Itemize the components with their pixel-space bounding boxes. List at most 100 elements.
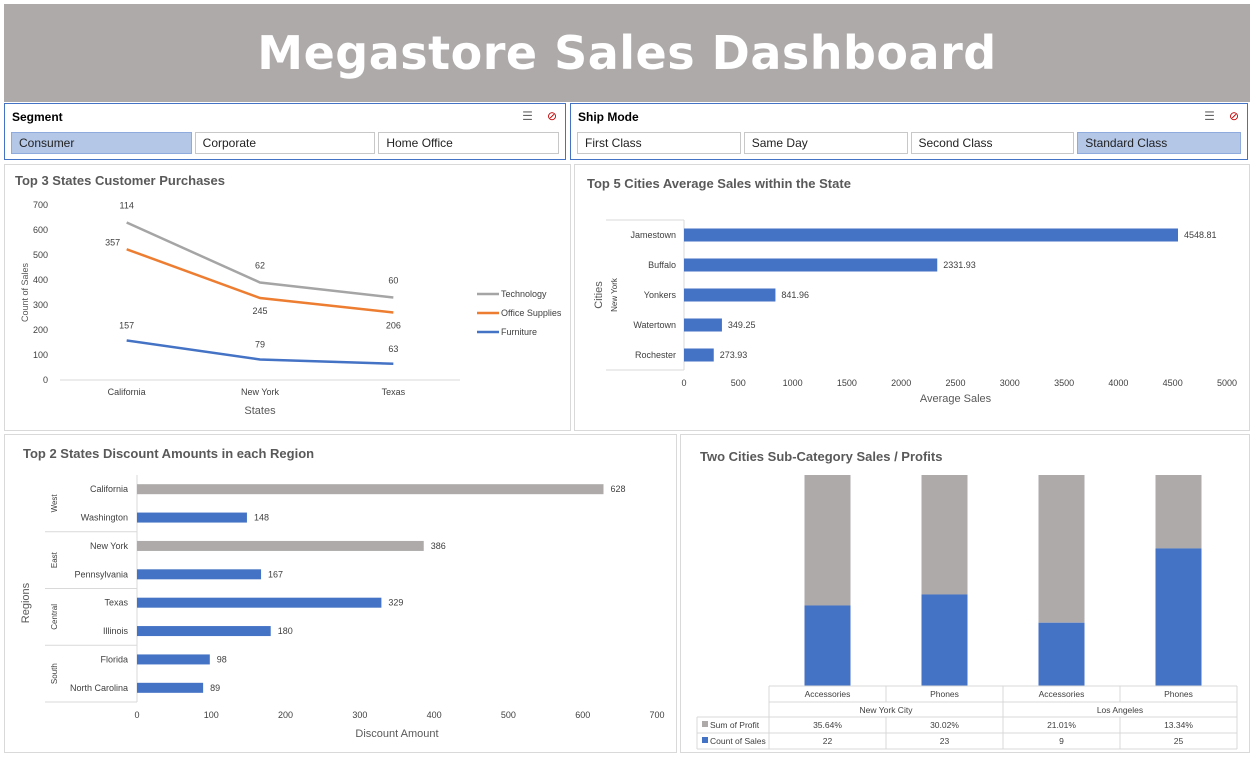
cities-average-sales-panel: Top 5 Cities Average Sales within the St… (574, 164, 1250, 431)
discount-amounts-panel: Top 2 States Discount Amounts in each Re… (4, 434, 677, 753)
region-label-east: East (50, 551, 59, 568)
y-tick-label-watertown: Watertown (633, 320, 676, 330)
y-tick-label-new-york: New York (90, 541, 129, 551)
x-tick-label: 1000 (783, 378, 803, 388)
data-label-office-supplies-2: 206 (386, 321, 401, 331)
customer-purchases-chart: 0 100 200 300 400 500 600 700 California New York… (20, 200, 562, 417)
data-label-watertown: 349.25 (728, 320, 756, 330)
bar-texas (137, 597, 382, 608)
y-tick-label: 0 (43, 375, 48, 385)
data-label-florida: 98 (217, 654, 227, 664)
ship-second-class-button[interactable]: Second Class (910, 132, 1075, 154)
group-label-new-york: New York (610, 277, 619, 312)
data-label-furniture-1: 79 (255, 340, 265, 350)
x-tick-label-phones-3: Phones (1164, 689, 1193, 699)
city-label-new-york-city: New York City (860, 705, 914, 715)
data-label-rochester: 273.93 (720, 350, 748, 360)
column-profit-phones-3 (1155, 475, 1202, 549)
series-line-office-supplies (126, 248, 394, 314)
bar-north-carolina (137, 682, 204, 693)
y-tick-label: 200 (33, 325, 48, 335)
series-line-technology (126, 221, 394, 299)
y-axis-title: Count of Sales (20, 262, 30, 322)
segment-consumer-button[interactable]: Consumer (11, 132, 192, 154)
profit-value-0: 35.64% (813, 720, 842, 730)
bar-new-york (137, 540, 424, 551)
sales-value-0: 22 (823, 736, 833, 746)
x-tick-label: 500 (501, 710, 516, 720)
x-axis-title: Discount Amount (355, 728, 438, 740)
sales-value-3: 25 (1174, 736, 1184, 746)
ship-same-day-button[interactable]: Same Day (743, 132, 908, 154)
region-label-south: South (50, 663, 59, 684)
y-tick-label-jamestown: Jamestown (630, 230, 676, 240)
bar-california (137, 484, 604, 495)
data-label-north-carolina: 89 (210, 683, 220, 693)
multi-select-icon[interactable]: ☰ (1204, 109, 1215, 123)
x-tick-label: 3500 (1054, 378, 1074, 388)
data-label-office-supplies-0: 357 (105, 237, 120, 247)
y-axis-title: Cities (593, 281, 605, 309)
ship-mode-slicer-title: Ship Mode (578, 110, 639, 124)
segment-corporate-button[interactable]: Corporate (194, 132, 376, 154)
ship-standard-class-button[interactable]: Standard Class (1077, 132, 1241, 154)
x-tick-label: 2500 (945, 378, 965, 388)
legend-label-sales: Count of Sales (710, 736, 766, 746)
clear-filter-icon[interactable]: ⊘ (1228, 109, 1239, 123)
data-label-technology-0: 114 (119, 201, 133, 211)
y-tick-label-texas: Texas (104, 598, 128, 608)
x-tick-label: 600 (575, 710, 590, 720)
customer-purchases-panel: Top 3 States Customer Purchases 0 100 200 3… (4, 164, 571, 431)
profit-value-1: 30.02% (930, 720, 959, 730)
data-label-yonkers: 841.96 (781, 290, 809, 300)
bar-rochester (684, 348, 714, 362)
multi-select-icon[interactable]: ☰ (522, 109, 533, 123)
segment-slicer: Segment ☰ ⊘ Consumer Corporate Home Offi… (4, 103, 566, 160)
data-label-technology-1: 62 (255, 261, 265, 271)
dashboard-title: Megastore Sales Dashboard (257, 26, 997, 80)
column-profit-phones-1 (921, 475, 968, 595)
x-axis-title: Average Sales (920, 393, 992, 405)
data-label-washington: 148 (254, 513, 269, 523)
x-tick-label: 2000 (891, 378, 911, 388)
column-sales-phones-1 (921, 594, 968, 686)
x-tick-label: 3000 (1000, 378, 1020, 388)
profit-value-3: 13.34% (1164, 720, 1193, 730)
sub-category-chart: Accessories 35.64% 22 Phones 30.02% 23 Accesso… (696, 475, 1238, 750)
data-label-texas: 329 (388, 598, 403, 608)
sub-category-title: Two Cities Sub-Category Sales / Profits (700, 449, 943, 464)
legend-key-profit (702, 721, 708, 727)
column-sales-accessories-0 (804, 605, 851, 686)
discount-amounts-title: Top 2 States Discount Amounts in each Re… (23, 446, 315, 461)
bar-pennsylvania (137, 569, 262, 580)
clear-filter-icon[interactable]: ⊘ (546, 109, 557, 123)
x-tick-label-accessories-2: Accessories (1039, 689, 1085, 699)
bar-washington (137, 512, 247, 523)
x-tick-label: 500 (731, 378, 746, 388)
y-tick-label-yonkers: Yonkers (644, 290, 677, 300)
cities-average-sales-title: Top 5 Cities Average Sales within the St… (587, 176, 851, 191)
legend-label-technology: Technology (501, 289, 547, 299)
x-tick-label: 100 (204, 710, 219, 720)
column-profit-accessories-2 (1038, 475, 1085, 623)
y-tick-label-washington: Washington (81, 513, 128, 523)
profit-value-2: 21.01% (1047, 720, 1076, 730)
data-label-jamestown: 4548.81 (1184, 230, 1217, 240)
y-tick-label-buffalo: Buffalo (648, 260, 676, 270)
x-tick-label-new-york: New York (241, 387, 280, 397)
dashboard-header: Megastore Sales Dashboard (4, 4, 1250, 102)
city-label-los-angeles: Los Angeles (1097, 705, 1143, 715)
legend-label-profit: Sum of Profit (710, 720, 760, 730)
data-label-technology-2: 60 (388, 276, 398, 286)
y-tick-label: 100 (33, 350, 48, 360)
segment-slicer-title: Segment (12, 110, 63, 124)
x-tick-label-phones-1: Phones (930, 689, 959, 699)
x-tick-label: 4000 (1108, 378, 1128, 388)
bar-watertown (684, 318, 722, 332)
ship-first-class-button[interactable]: First Class (577, 132, 741, 154)
series-line-furniture (126, 339, 394, 365)
bar-yonkers (684, 288, 776, 302)
y-tick-label-florida: Florida (100, 654, 128, 664)
segment-home-office-button[interactable]: Home Office (378, 132, 560, 154)
region-label-central: Central (50, 604, 59, 630)
